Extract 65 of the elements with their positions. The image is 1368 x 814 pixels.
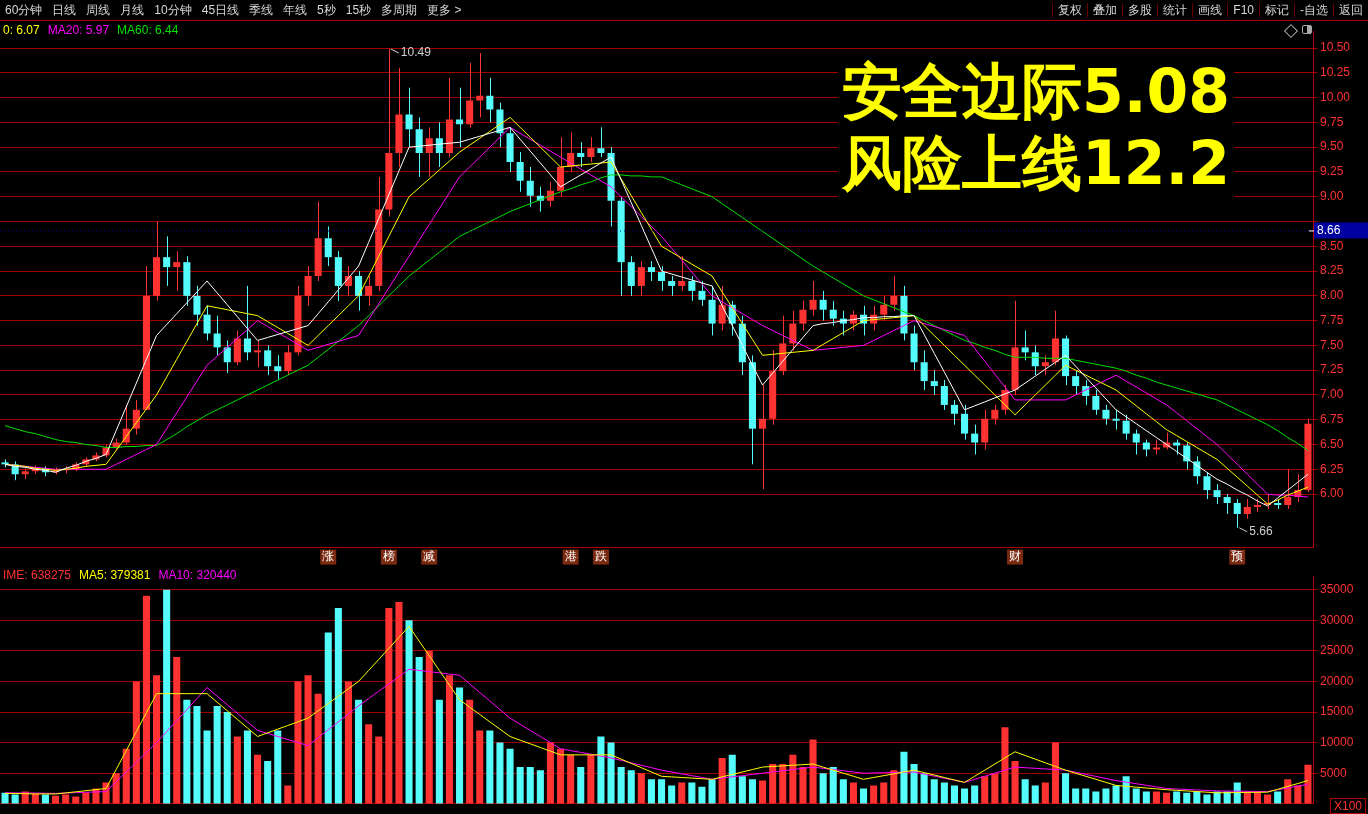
y-tick-label: 6.50 <box>1320 436 1344 451</box>
text: 年线 <box>282 2 309 17</box>
y-tick-label: 7.50 <box>1320 337 1344 352</box>
y-tick-label: 8.50 <box>1320 238 1344 253</box>
text: 画线 <box>1192 2 1228 17</box>
text: 统计 <box>1157 2 1193 17</box>
text: MA60: 6.44 <box>117 23 179 37</box>
text: 返回 <box>1333 2 1368 17</box>
x-tick-label: 跌 <box>594 548 607 563</box>
y-tick-label: 7.75 <box>1320 312 1344 327</box>
text: 5秒 <box>316 2 337 17</box>
y-tick-label: 8.25 <box>1320 263 1344 278</box>
text: MA5: 379381 <box>79 568 151 582</box>
text: 月线 <box>119 2 146 17</box>
text: F10 <box>1227 2 1259 17</box>
text: 风险上线12.2 <box>838 127 1235 199</box>
y-tick-label: 7.00 <box>1320 387 1344 402</box>
text: MA10: 320440 <box>158 568 237 582</box>
text: 60分钟 <box>4 2 44 17</box>
y-tick-label: 10.00 <box>1320 89 1351 104</box>
text: 日线 <box>51 2 78 17</box>
x-tick-label: 涨 <box>322 548 335 563</box>
y-tick-label: 10000 <box>1320 734 1354 749</box>
y-tick-label: 6.75 <box>1320 412 1344 427</box>
text: 复权 <box>1052 2 1088 17</box>
x-tick-label: 减 <box>423 548 436 563</box>
annotation: 10.49 <box>400 45 432 60</box>
x-tick-label: 财 <box>1009 548 1022 563</box>
y-tick-label: 6.25 <box>1320 461 1344 476</box>
x-tick-label: 港 <box>564 548 577 563</box>
text: -自选 <box>1294 2 1333 17</box>
y-tick-label: 25000 <box>1320 643 1354 658</box>
y-tick-label: 9.25 <box>1320 164 1344 179</box>
text: MA20: 5.97 <box>47 23 110 37</box>
text: 15秒 <box>344 2 373 17</box>
text: 更多 > <box>426 2 463 17</box>
y-tick-label: 35000 <box>1320 581 1354 596</box>
y-tick-label: 8.00 <box>1320 288 1344 303</box>
y-tick-label: 7.25 <box>1320 362 1344 377</box>
x-tick-label: 预 <box>1231 548 1244 563</box>
y-tick-label: 30000 <box>1320 612 1354 627</box>
text: 多股 <box>1122 2 1158 17</box>
text: 45日线 <box>200 2 241 17</box>
y-tick-label: 9.75 <box>1320 114 1344 129</box>
y-tick-label: 15000 <box>1320 704 1354 719</box>
y-tick-label: 20000 <box>1320 673 1354 688</box>
text: 标记 <box>1259 2 1294 17</box>
annotation: 5.66 <box>1249 524 1273 539</box>
y-tick-label: 5000 <box>1320 765 1348 780</box>
text: 0: 6.07 <box>3 23 40 37</box>
y-tick-label: 10.50 <box>1320 40 1351 55</box>
text: 10分钟 <box>153 2 193 17</box>
y-tick-label: 10.25 <box>1320 65 1351 80</box>
chart-title: 安全边际5.08 <box>838 55 1235 127</box>
text: 多周期 <box>380 2 419 17</box>
y-tick-label: 9.50 <box>1320 139 1344 154</box>
text: 叠加 <box>1087 2 1123 17</box>
ref-line-label: 8.66 <box>1317 222 1341 237</box>
y-axis-title: X100 <box>1329 798 1366 814</box>
text: 周线 <box>85 2 112 17</box>
y-tick-label: 9.00 <box>1320 189 1344 204</box>
y-tick-label: 6.00 <box>1320 486 1344 501</box>
text: 季线 <box>248 2 275 17</box>
x-tick-label: 榜 <box>382 548 395 563</box>
text: IME: 638275 <box>3 568 72 582</box>
